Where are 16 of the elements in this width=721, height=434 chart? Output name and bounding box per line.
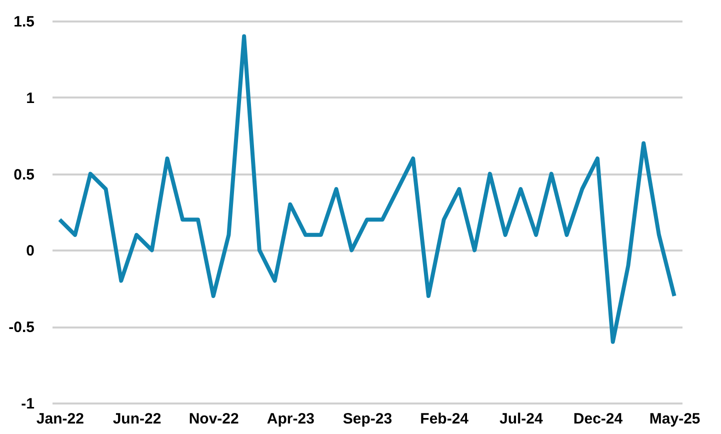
x-tick-label: Jan-22 [36,410,84,428]
line-series [58,34,676,344]
y-tick-label: 0.5 [14,166,34,184]
x-tick-label: Feb-24 [420,410,470,428]
x-tick-label: Jun-22 [112,410,162,428]
y-tick-label: 0 [26,242,34,260]
y-tick-label: -1 [21,396,34,412]
y-tick-label: -0.5 [8,319,34,336]
x-tick-label: Nov-22 [188,410,239,428]
x-tick-label: Sep-23 [342,410,392,428]
x-tick-label: Jul-24 [499,410,544,428]
x-tick-label: Dec-24 [573,410,624,428]
y-tick-label: 1 [26,90,34,107]
x-tick-label: May-25 [649,410,700,428]
y-tick-label: 1.5 [14,14,34,30]
x-tick-label: Apr-23 [266,410,314,428]
